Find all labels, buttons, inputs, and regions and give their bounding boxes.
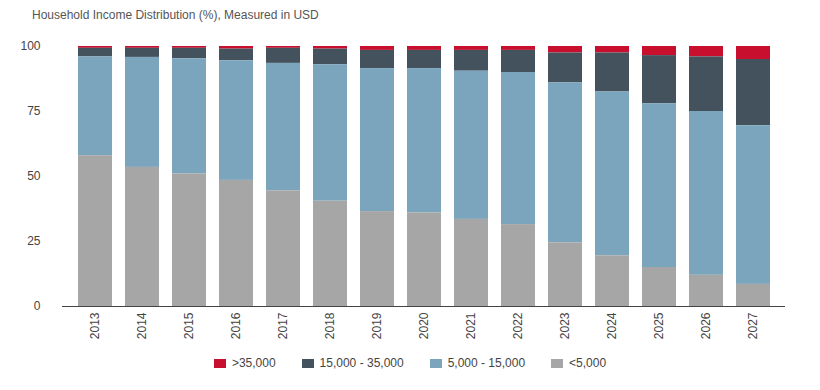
svg-text:2013: 2013: [88, 312, 102, 339]
svg-text:2026: 2026: [699, 312, 713, 339]
svg-text:2014: 2014: [135, 312, 149, 339]
svg-text:2023: 2023: [558, 312, 572, 339]
html-text:5,000 - 15,000: 5,000 - 15,000: [447, 356, 526, 370]
html-text:Household Income Distribution: Household Income Distribution (%), Measu…: [32, 8, 319, 22]
svg-text:2025: 2025: [652, 312, 666, 339]
svg-text:2027: 2027: [746, 312, 760, 339]
svg-text:0: 0: [34, 299, 41, 313]
html-text:>35,000: >35,000: [231, 356, 276, 370]
svg-text:2021: 2021: [464, 312, 478, 339]
svg-text:25: 25: [27, 234, 41, 248]
svg-text:2015: 2015: [182, 312, 196, 339]
svg-text:2024: 2024: [605, 312, 619, 339]
html-text:15,000 - 35,000: 15,000 - 35,000: [319, 356, 404, 370]
svg-text:2022: 2022: [511, 312, 525, 339]
html-text:<5,000: <5,000: [569, 356, 607, 370]
svg-text:50: 50: [27, 169, 41, 183]
svg-text:2018: 2018: [323, 312, 337, 339]
svg-text:75: 75: [27, 104, 41, 118]
svg-text:2017: 2017: [276, 312, 290, 339]
svg-text:2020: 2020: [417, 312, 431, 339]
svg-text:2019: 2019: [370, 312, 384, 339]
svg-text:100: 100: [20, 39, 40, 53]
svg-text:2016: 2016: [229, 312, 243, 339]
